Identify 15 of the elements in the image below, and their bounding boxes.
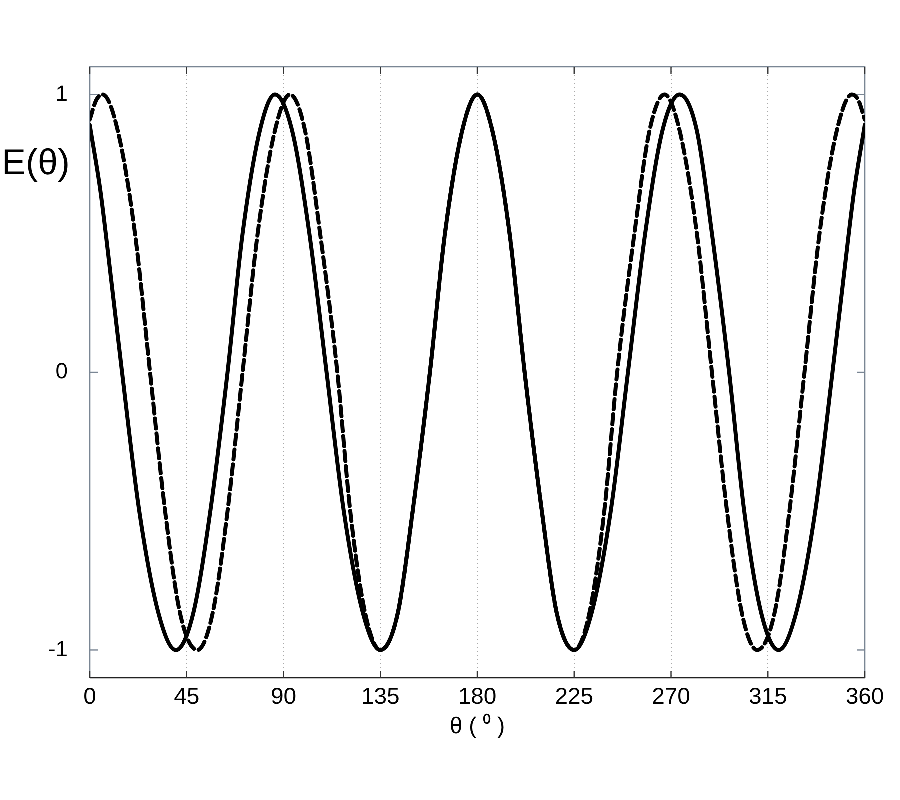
x-tick-label: 225 (555, 683, 594, 710)
x-tick-label: 0 (84, 683, 96, 710)
x-tick-label: 315 (748, 683, 788, 710)
x-tick-label: 180 (458, 683, 497, 710)
x-tick-label: 90 (270, 683, 297, 710)
y-tick-label: 0 (56, 358, 68, 384)
line-series (90, 92, 865, 652)
x-axis-title: θ ( ⁰ ) (450, 712, 506, 739)
y-tick-label: -1 (48, 636, 68, 662)
x-tick-label: 270 (652, 683, 690, 710)
y-axis-title: E(θ) (2, 142, 70, 183)
x-tick-label: 135 (361, 683, 400, 710)
x-tick-label: 45 (174, 683, 200, 710)
y-tick-label: 1 (56, 80, 68, 106)
x-tick-label: 360 (846, 683, 884, 710)
